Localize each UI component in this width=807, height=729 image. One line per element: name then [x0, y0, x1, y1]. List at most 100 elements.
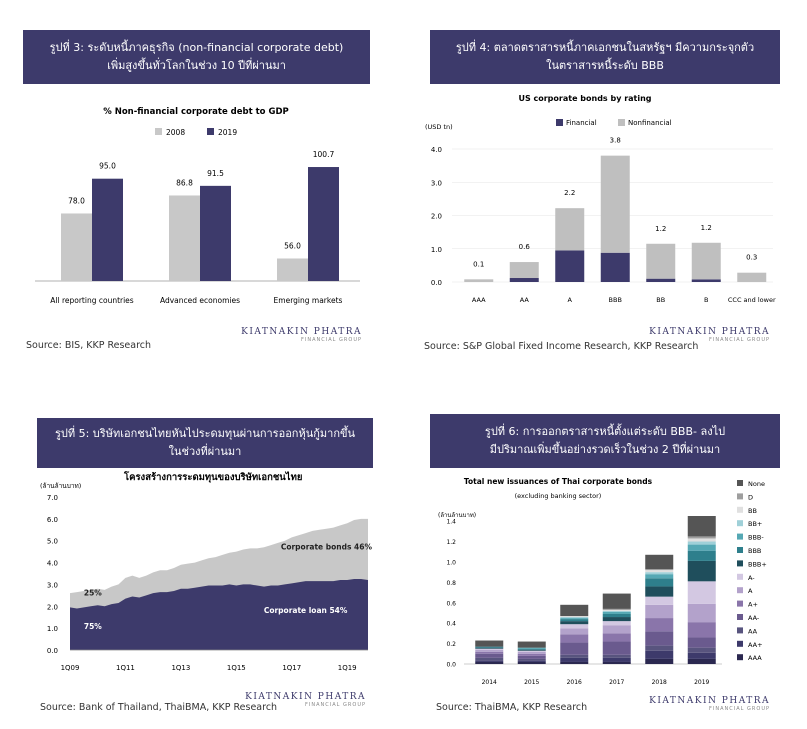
source-figure-6: Source: ThaiBMA, KKP Research — [436, 702, 588, 713]
banner-line-1: รูปที่ 3: ระดับหนี้ภาคธุรกิจ (non-financ… — [49, 41, 344, 54]
chart-title: % Non-financial corporate debt to GDP — [103, 107, 289, 117]
legend-label: AA- — [748, 614, 760, 622]
legend-label: AA — [748, 627, 758, 635]
legend-swatch — [618, 119, 625, 126]
chart-subtitle: (excluding banking sector) — [515, 492, 602, 500]
bar — [61, 213, 92, 281]
y-tick-label: 1.0 — [431, 246, 442, 254]
annotation: Corporate bonds 46% — [281, 542, 373, 551]
bar-segment — [687, 622, 716, 638]
data-label: 56.0 — [284, 241, 301, 250]
bar-segment — [645, 586, 674, 597]
y-tick-label: 4.0 — [47, 560, 58, 568]
bar-segment — [602, 625, 631, 634]
category-label: Advanced economies — [160, 296, 240, 305]
bar-segment — [517, 655, 546, 659]
bar-segment — [691, 242, 721, 280]
legend-swatch — [737, 654, 743, 661]
legend-swatch — [737, 506, 743, 513]
legend-label: Financial — [566, 119, 597, 127]
legend-swatch — [737, 627, 743, 634]
bar-segment — [517, 660, 546, 662]
y-tick-label: 5.0 — [47, 538, 58, 546]
category-label: B — [704, 296, 708, 304]
banner-line-2: เพิ่มสูงขึ้นทั่วโลกในช่วง 10 ปีที่ผ่านมา — [107, 59, 286, 72]
bar — [169, 195, 200, 281]
legend-label: Nonfinancial — [628, 119, 672, 127]
bar-segment — [555, 208, 585, 251]
annotation: 25% — [84, 588, 102, 597]
bar-segment — [475, 647, 504, 649]
bar-segment — [517, 661, 546, 664]
bar-segment — [475, 657, 504, 661]
brand-logo: KIATNAKIN PHATRA FINANCIAL GROUP — [590, 327, 770, 343]
bar-segment — [560, 621, 589, 625]
brand-logo: KIATNAKIN PHATRA FINANCIAL GROUP — [590, 696, 770, 712]
bar-segment — [560, 634, 589, 643]
bar-segment — [555, 250, 585, 282]
legend-label: BBB — [748, 547, 761, 555]
bar-segment — [687, 560, 716, 582]
bar-segment — [687, 637, 716, 648]
bar-segment — [602, 610, 631, 612]
legend-label: BB+ — [748, 520, 762, 528]
x-tick-label: 1Q15 — [227, 664, 246, 672]
y-tick-label: 4.0 — [431, 146, 442, 154]
legend-label: BBB+ — [748, 560, 767, 568]
bar-segment — [645, 572, 674, 575]
data-label: 78.0 — [68, 196, 85, 205]
bar-segment — [645, 650, 674, 659]
y-tick-label: 2.0 — [47, 603, 58, 611]
bar-segment — [475, 646, 504, 648]
bar-segment — [602, 613, 631, 618]
brand-sub: FINANCIAL GROUP — [305, 702, 366, 708]
legend-swatch — [556, 119, 563, 126]
total-label: 2.2 — [564, 189, 575, 197]
category-label: A — [568, 296, 573, 304]
total-label: 0.6 — [519, 243, 531, 251]
bar-segment — [687, 658, 716, 664]
legend-label: BB — [748, 507, 757, 515]
category-label: BB — [656, 296, 665, 304]
bar-segment — [602, 608, 631, 610]
bar-segment — [600, 155, 630, 253]
brand-name: KIATNAKIN PHATRA — [245, 692, 366, 702]
bar-segment — [646, 243, 676, 279]
bar-segment — [517, 649, 546, 651]
category-label: 2015 — [524, 679, 539, 686]
bar-segment — [475, 653, 504, 658]
bar-segment — [687, 536, 716, 539]
bar-segment — [602, 661, 631, 664]
banner-figure-3: รูปที่ 3: ระดับหนี้ภาคธุรกิจ (non-financ… — [23, 30, 370, 84]
chart-thai-funding-structure: โครงสร้างการระดมทุนของบริษัทเอกชนไทย (ล้า… — [40, 471, 373, 672]
bar-segment — [602, 593, 631, 609]
bar-segment — [687, 603, 716, 623]
brand-sub: FINANCIAL GROUP — [709, 337, 770, 343]
category-label: Emerging markets — [274, 296, 343, 305]
brand-sub: FINANCIAL GROUP — [301, 337, 362, 343]
legend-swatch — [737, 614, 743, 620]
banner-figure-6: รูปที่ 6: การออกตราสารหนี้ตั้งแต่ระดับ B… — [430, 414, 780, 468]
bar-segment — [602, 611, 631, 614]
bar-segment — [475, 640, 504, 647]
bar-segment — [602, 657, 631, 662]
y-tick-label: 7.0 — [47, 494, 58, 502]
bar-segment — [560, 618, 589, 620]
source-figure-5: Source: Bank of Thailand, ThaiBMA, KKP R… — [40, 702, 278, 713]
bar-segment — [475, 651, 504, 654]
category-label: 2017 — [609, 679, 624, 686]
bar-segment — [560, 604, 589, 617]
bar-segment — [517, 648, 546, 650]
category-label: 2018 — [652, 679, 667, 686]
bar-segment — [560, 661, 589, 664]
area-corporate-loan — [70, 578, 368, 650]
banner-line-2: ในตราสารหนี้ระดับ BBB — [546, 59, 664, 72]
y-tick-label: 3.0 — [431, 179, 442, 187]
total-label: 3.8 — [610, 137, 621, 145]
bar-segment — [517, 647, 546, 649]
bar-segment — [509, 262, 539, 279]
bar-segment — [517, 658, 546, 661]
bar-segment — [602, 621, 631, 626]
bar-segment — [687, 647, 716, 653]
legend-swatch — [737, 547, 743, 553]
